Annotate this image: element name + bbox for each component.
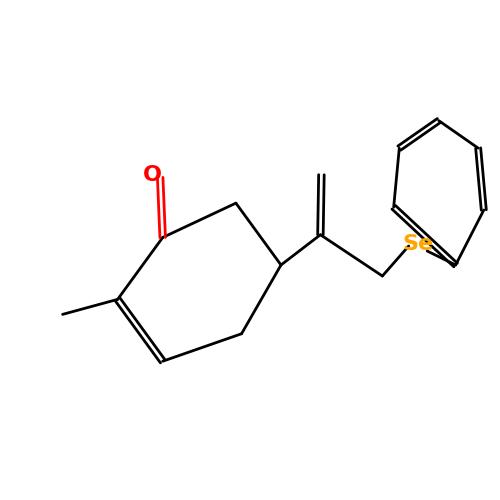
- Text: Se: Se: [402, 234, 434, 255]
- Text: O: O: [143, 165, 162, 185]
